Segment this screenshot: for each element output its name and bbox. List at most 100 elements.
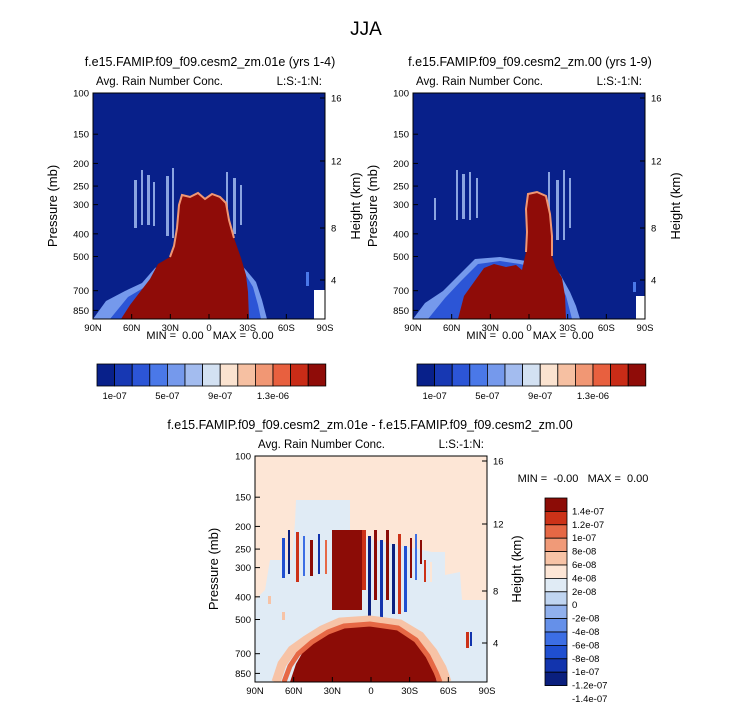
- y-tick-label: 700: [73, 286, 89, 297]
- colorbar-box: [544, 537, 568, 553]
- colorbar-box: [237, 363, 256, 387]
- y-tick-label: 850: [73, 306, 89, 317]
- panel-1-edge-marks: [306, 272, 325, 319]
- colorbar-box: [184, 363, 204, 387]
- colorbar-label: 5e-07: [155, 391, 179, 402]
- colorbar-box: [539, 363, 559, 387]
- y-tick-label: 150: [393, 130, 409, 141]
- colorbar-box: [451, 363, 471, 387]
- y-tick-label: 400: [393, 229, 409, 240]
- y-tick-label: 400: [73, 229, 89, 240]
- colorbar-box: [592, 363, 612, 387]
- y-tick-label: 400: [235, 592, 251, 603]
- panel-1-title: f.e15.FAMIP.f09_f09.cesm2_zm.01e (yrs 1-…: [85, 55, 336, 69]
- panel-2-level-label: L:S:-1:N:: [597, 76, 642, 88]
- panel-3-colorbar: 1.4e-07 1.2e-07 1e-07 8e-08 6e-08 4e-08 2e-08 0…: [544, 497, 607, 705]
- colorbar-label: 1.3e-06: [257, 391, 289, 402]
- colorbar-label: 8e-08: [572, 547, 596, 558]
- x-tick-label: 90S: [637, 323, 654, 334]
- panel-3-edge-marks: [268, 596, 472, 648]
- colorbar-box: [544, 510, 568, 526]
- x-tick-label: 60S: [440, 686, 457, 697]
- colorbar-box: [544, 631, 568, 646]
- colorbar-label: -1.2e-07: [572, 681, 607, 692]
- y2-tick-label: 4: [493, 639, 498, 650]
- colorbar-box: [219, 363, 239, 387]
- colorbar-label: -8e-08: [572, 654, 599, 665]
- panel-3-title: f.e15.FAMIP.f09_f09.cesm2_zm.01e - f.e15…: [167, 418, 572, 432]
- colorbar-label: 1e-07: [572, 533, 596, 544]
- y-tick-label: 700: [235, 649, 251, 660]
- y-tick-label: 300: [235, 563, 251, 574]
- panel-2-core-edge: [524, 190, 553, 256]
- panel-1-core-field: [121, 193, 249, 319]
- panel-3-positive-edge-2: [281, 621, 443, 682]
- panel-2-title: f.e15.FAMIP.f09_f09.cesm2_zm.00 (yrs 1-9…: [408, 55, 652, 69]
- panel-2-colorbar: 1e-07 5e-07 9e-07 1.3e-06: [416, 363, 647, 402]
- colorbar-box: [434, 363, 453, 387]
- x-tick-label: 90N: [246, 686, 264, 697]
- colorbar-box: [166, 363, 186, 387]
- y-tick-label: 500: [393, 252, 409, 263]
- y2-tick-label: 16: [331, 94, 342, 105]
- y2-tick-label: 12: [331, 157, 342, 168]
- colorbar-label: 1e-07: [102, 391, 126, 402]
- colorbar-box: [610, 363, 629, 387]
- panel-1-core-edge: [169, 191, 235, 258]
- x-tick-label: 60N: [443, 323, 461, 334]
- y-tick-label: 850: [235, 669, 251, 680]
- y-tick-label: 150: [235, 493, 251, 504]
- x-tick-label: 30S: [559, 323, 576, 334]
- colorbar-label: 5e-07: [475, 391, 499, 402]
- x-tick-label: 60N: [285, 686, 303, 697]
- x-tick-label: 30N: [482, 323, 500, 334]
- panel-2-core-field: [458, 192, 566, 319]
- panel-1-field: [93, 93, 325, 319]
- colorbar-box: [544, 658, 568, 673]
- x-tick-label: 60S: [598, 323, 615, 334]
- panel-1-y2-label: Height (km): [348, 172, 363, 239]
- colorbar-box: [272, 363, 292, 387]
- colorbar-box: [131, 363, 151, 387]
- colorbar-box: [307, 363, 327, 387]
- x-tick-label: 0: [206, 323, 211, 334]
- y-tick-label: 100: [393, 89, 409, 100]
- x-tick-label: 90S: [479, 686, 496, 697]
- panel-3-field: [255, 456, 487, 682]
- colorbar-label: 6e-08: [572, 560, 596, 571]
- y2-tick-label: 16: [651, 94, 662, 105]
- panel-1-colorbar: 1e-07 5e-07 9e-07 1.3e-06: [96, 363, 327, 402]
- panel-3-level-label: L:S:-1:N:: [439, 439, 484, 451]
- colorbar-box: [557, 363, 576, 387]
- panel-2-field: [413, 93, 645, 319]
- colorbar-box: [469, 363, 488, 387]
- colorbar-label: 9e-07: [528, 391, 552, 402]
- panel-3: f.e15.FAMIP.f09_f09.cesm2_zm.01e - f.e15…: [167, 418, 648, 705]
- colorbar-box: [504, 363, 524, 387]
- colorbar-label: 0: [572, 600, 577, 611]
- y-tick-label: 100: [235, 452, 251, 463]
- panel-3-positive-edge: [271, 615, 452, 682]
- colorbar-box: [544, 564, 568, 579]
- x-tick-label: 30S: [239, 323, 256, 334]
- panel-2-edge-marks: [633, 282, 645, 319]
- colorbar-box: [522, 363, 541, 387]
- colorbar-box: [544, 645, 568, 660]
- panel-3-y2-label: Height (km): [509, 535, 524, 602]
- colorbar-box: [544, 604, 568, 620]
- colorbar-box: [96, 363, 116, 387]
- colorbar-box: [544, 497, 568, 512]
- y-tick-label: 200: [73, 159, 89, 170]
- colorbar-label: -1.4e-07: [572, 694, 607, 705]
- panel-1-level-label: L:S:-1:N:: [277, 76, 322, 88]
- y2-tick-label: 12: [493, 520, 504, 531]
- x-tick-label: 90N: [84, 323, 102, 334]
- figure-title: JJA: [350, 19, 382, 40]
- colorbar-box: [202, 363, 221, 387]
- colorbar-box: [544, 618, 568, 633]
- x-tick-label: 0: [526, 323, 531, 334]
- y-tick-label: 500: [235, 615, 251, 626]
- x-tick-label: 30N: [162, 323, 180, 334]
- panel-2-upper-streaks: [434, 170, 571, 240]
- y-tick-label: 250: [393, 182, 409, 193]
